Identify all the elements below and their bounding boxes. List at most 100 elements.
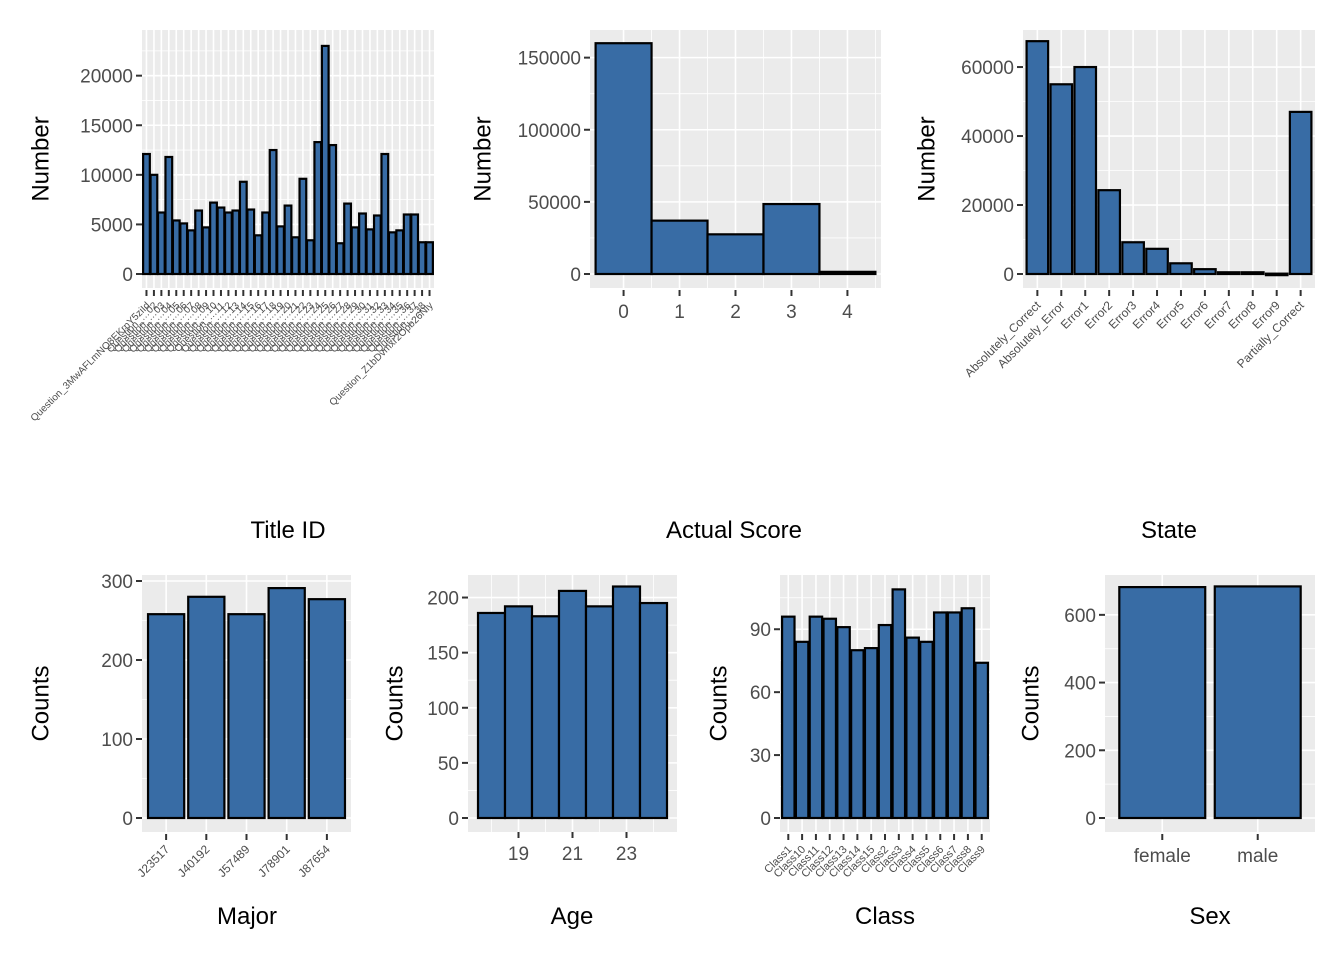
y-axis-title: Counts [27, 665, 54, 741]
bar-actual-score-2 [706, 233, 765, 276]
x-tick-label: 1 [674, 302, 685, 323]
bar-age-18 [476, 611, 507, 820]
bar-state-Absolutely_Error [1049, 83, 1074, 276]
y-tick-label: 20000 [961, 196, 1014, 217]
bar-title-id-Question_…06 [179, 222, 189, 276]
y-tick-label: 10000 [80, 166, 133, 187]
bar-title-id-Question_…12 [223, 211, 233, 276]
bar-title-id-Question_…15 [246, 208, 256, 276]
bar-age-21 [557, 589, 588, 820]
bar-title-id-Question_…35 [395, 229, 405, 276]
y-tick-label: 90 [750, 620, 771, 641]
x-axis-title: Actual Score [666, 517, 802, 544]
bar-title-id-Question_Z1bDvmxr2Opb26Nly [425, 241, 434, 276]
bar-age-22 [584, 605, 615, 820]
bar-title-id-Question_…16 [253, 234, 263, 276]
bar-state-Absolutely_Correct [1025, 40, 1050, 276]
bar-class-Class15 [863, 647, 879, 820]
x-tick-label: female [1134, 846, 1191, 867]
y-tick-label: 600 [1064, 606, 1096, 627]
bar-title-id-Question_…21 [290, 236, 300, 276]
panel-actual-score: 0 50000 100000 150000 0 1 2 3 4 Actual Score Numbe… [469, 30, 881, 544]
x-tick-label: 19 [508, 844, 529, 865]
panel-class: 0306090Class1Class10Class11Class12Class1… [705, 575, 990, 930]
bar-class-Class10 [794, 640, 810, 820]
y-tick-label: 60000 [961, 58, 1014, 79]
bar-title-id-Question_…25 [320, 44, 330, 276]
y-tick-label: 0 [570, 265, 581, 286]
bar-title-id-Question_…05 [171, 219, 181, 276]
bar-title-id-Question_…14 [238, 180, 248, 276]
y-axis-title: Counts [1017, 665, 1044, 741]
x-axis-title: Major [217, 903, 277, 930]
bar-state-Error9 [1264, 272, 1289, 277]
bar-title-id-Question_…13 [231, 209, 241, 276]
bar-title-id-Question_…28 [343, 202, 353, 276]
bar-title-id-Question_…37 [410, 213, 420, 276]
y-tick-label: 100 [101, 730, 133, 751]
bar-title-id-Question_…11 [216, 206, 226, 276]
panel-major: 0 100 200 300 J23517 J40192 J57489 J78901 J87654… [27, 572, 351, 930]
y-tick-label: 40000 [961, 127, 1014, 148]
y-tick-label: 30 [750, 746, 771, 767]
bar-title-id-Question_…26 [328, 143, 338, 276]
bar-title-id-Question_…17 [261, 211, 271, 276]
x-tick-label: 23 [616, 844, 637, 865]
bar-title-id-Question_…23 [305, 239, 315, 276]
y-tick-label: 0 [760, 809, 771, 830]
x-tick-label: 2 [730, 302, 741, 323]
x-tick-label: male [1237, 846, 1278, 867]
bar-title-id-Question_…30 [358, 212, 367, 276]
bar-state-Error4 [1145, 247, 1169, 276]
y-tick-label: 60 [750, 683, 771, 704]
bar-title-id-Question_…27 [335, 242, 345, 276]
bar-title-id-Question_…07 [186, 229, 196, 276]
bar-title-id-Question_…38 [417, 241, 427, 276]
bar-title-id-Question_…18 [268, 148, 278, 276]
bar-major-J57489 [227, 613, 266, 820]
bar-title-id-Question_…36 [402, 213, 412, 276]
y-tick-label: 0 [122, 265, 133, 286]
y-tick-label: 0 [122, 809, 133, 830]
bar-state-Error2 [1097, 189, 1122, 276]
y-tick-label: 100 [427, 699, 459, 720]
bar-title-id-Question_…32 [372, 214, 382, 276]
bar-age-19 [503, 605, 534, 820]
y-tick-label: 0 [1085, 809, 1096, 830]
y-tick-label: 50 [438, 754, 459, 775]
bar-major-J40192 [187, 595, 226, 820]
bar-actual-score-0 [594, 42, 653, 276]
x-tick-label: 0 [618, 302, 629, 323]
bar-sex-male [1213, 585, 1302, 820]
y-axis-title: Number [913, 116, 940, 201]
bar-title-id-Question_…02 [149, 173, 159, 276]
bar-state-Error5 [1169, 262, 1193, 276]
x-tick-label: 3 [786, 302, 797, 323]
bar-actual-score-3 [762, 202, 821, 276]
bar-title-id-Question_…09 [201, 226, 211, 276]
y-tick-label: 5000 [91, 215, 133, 236]
bar-title-id-Question_…31 [365, 228, 375, 276]
bar-class-Class6 [932, 611, 948, 820]
bar-class-Class2 [877, 623, 893, 820]
bar-class-Class12 [822, 617, 838, 820]
bar-class-Class3 [891, 588, 907, 820]
bar-state-Error1 [1073, 65, 1098, 276]
y-tick-label: 0 [1003, 265, 1014, 286]
bar-age-20 [530, 615, 561, 820]
bar-class-Class5 [919, 640, 934, 820]
x-axis-title: Class [855, 903, 915, 930]
bar-title-id-Question_…03 [156, 211, 166, 276]
y-tick-label: 150 [427, 644, 459, 665]
y-axis-title: Number [27, 116, 54, 201]
bar-title-id-Question_…29 [350, 226, 360, 276]
x-axis-title: Title ID [250, 517, 325, 544]
y-tick-label: 200 [101, 651, 133, 672]
bar-title-id-Question_…22 [298, 177, 308, 276]
bar-actual-score-1 [650, 219, 709, 276]
panel-title-id: 05000100001500020000Question_3MwAFLmNQ8E… [27, 30, 436, 544]
y-tick-label: 100000 [518, 121, 581, 142]
bar-state-Error8 [1240, 271, 1265, 276]
bar-sex-female [1118, 585, 1207, 820]
